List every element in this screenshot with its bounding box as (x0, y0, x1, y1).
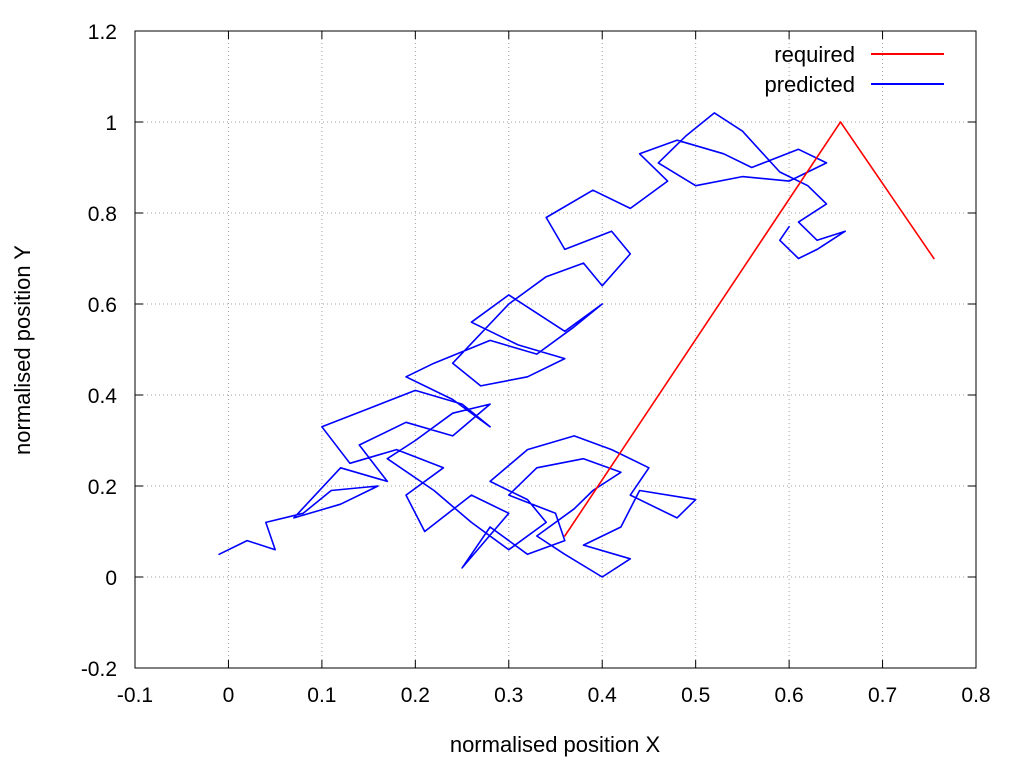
axis-ticks (134, 30, 977, 669)
legend-label-predicted: predicted (764, 72, 855, 97)
y-axis-title: normalised position Y (10, 245, 35, 455)
tick-labels: -0.1 0 0.1 0.2 0.3 0.4 0.5 0.6 0.7 0.8 -0.2 0 0.2 0.4… (81, 21, 991, 707)
x-tick-label: 0.8 (961, 684, 990, 707)
data-series (218, 112, 935, 578)
legend-label-required: required (774, 42, 855, 67)
y-tick-label: 0.8 (88, 203, 117, 226)
x-tick-label: 0.2 (401, 684, 430, 707)
x-tick-label: 0.5 (681, 684, 710, 707)
y-tick-label: 1.2 (88, 21, 117, 44)
x-tick-label: 0 (223, 684, 235, 707)
y-tick-label: 0 (105, 567, 117, 590)
y-tick-label: 0.4 (88, 385, 118, 408)
legend: required predicted (764, 42, 944, 97)
grid (134, 30, 977, 669)
y-tick-label: -0.2 (81, 658, 117, 681)
x-tick-label: 0.4 (588, 684, 618, 707)
y-tick-label: 1 (105, 112, 117, 135)
plot-frame (134, 30, 977, 669)
y-tick-label: 0.6 (88, 294, 117, 317)
series-line-predicted (218, 112, 847, 578)
y-tick-label: 0.2 (88, 476, 117, 499)
series-line-required (563, 121, 935, 537)
x-tick-label: 0.3 (494, 684, 523, 707)
x-tick-label: 0.1 (307, 684, 336, 707)
x-tick-label: -0.1 (117, 684, 153, 707)
x-tick-label: 0.6 (775, 684, 804, 707)
x-axis-title: normalised position X (450, 732, 661, 757)
x-tick-label: 0.7 (868, 684, 897, 707)
